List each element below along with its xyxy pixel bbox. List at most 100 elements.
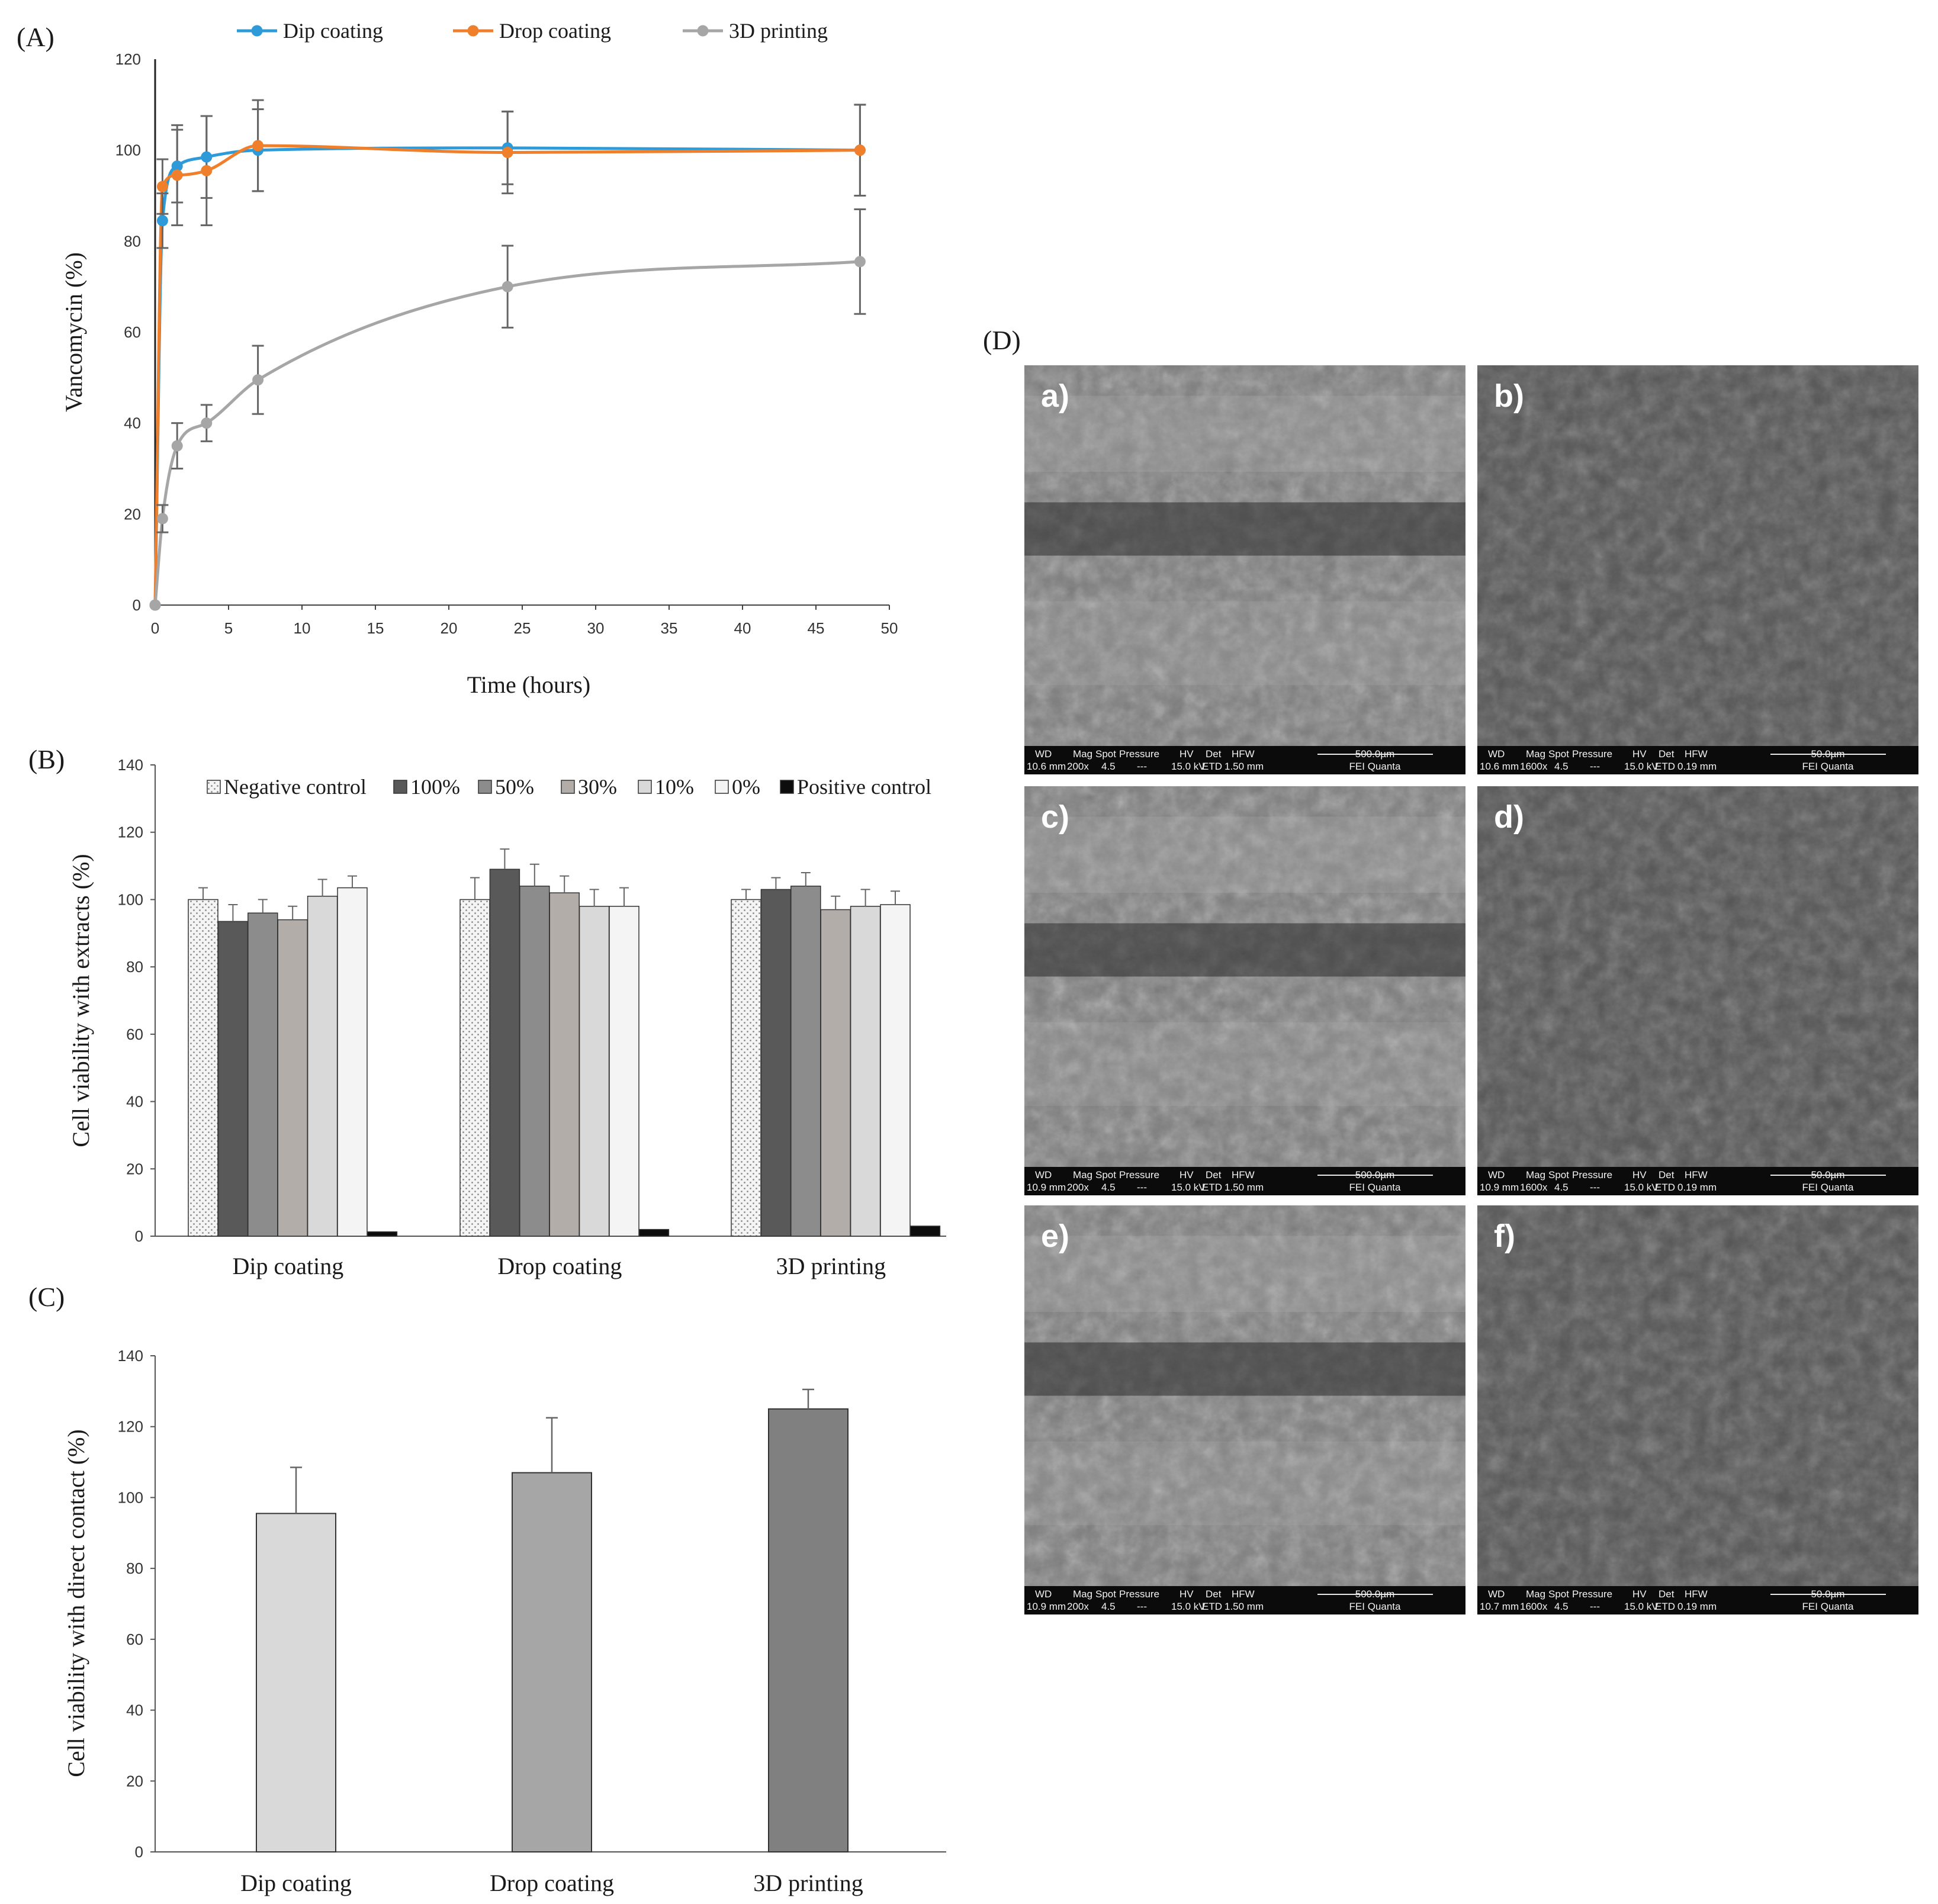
sem-scale-label: 500.0µm <box>1355 1169 1395 1181</box>
sem-info-header-hfw: HFW <box>1232 748 1255 760</box>
chart-a-point-1 <box>252 140 264 152</box>
sem-info-header-hv: HV <box>1632 1588 1647 1600</box>
chart-b-bar-2 <box>790 885 821 1237</box>
sem-photo-texture <box>1477 786 1918 1167</box>
chart-a-legend-marker <box>697 25 709 37</box>
sem-info-header-det: Det <box>1206 748 1222 760</box>
sem-info-value-pressure: --- <box>1590 1601 1600 1612</box>
chart-a-legend-label: 3D printing <box>729 19 828 43</box>
chart-a-point-2 <box>149 599 161 611</box>
sem-info-header-hfw: HFW <box>1685 748 1708 760</box>
sem-info-header-mag: Mag <box>1073 748 1092 760</box>
chart-a-y-tick: 100 <box>115 141 141 159</box>
chart-c-viability-direct: 0 20 40 60 80 100 120 140 Cell viability with di… <box>63 1347 946 1896</box>
chart-a-point-2 <box>252 374 264 386</box>
sem-info-header-pressure: Pressure <box>1572 1588 1612 1600</box>
sem-info-value-spot: 4.5 <box>1101 1182 1116 1193</box>
chart-a-x-tick: 0 <box>151 619 159 637</box>
panel-label-d: (D) <box>983 325 1021 355</box>
sem-info-header-pressure: Pressure <box>1119 1588 1159 1600</box>
chart-b-y-tick: 140 <box>118 756 143 774</box>
chart-c-category-label: Dip coating <box>240 1870 352 1896</box>
sem-info-header-spot: Spot <box>1548 748 1569 760</box>
sem-info-value-pressure: --- <box>1137 1182 1147 1193</box>
chart-a-y-tick: 40 <box>124 414 141 432</box>
chart-a-point-0 <box>171 160 183 172</box>
sem-info-header-spot: Spot <box>1095 1588 1116 1600</box>
sem-info-value-wd: 10.9 mm <box>1480 1182 1519 1193</box>
chart-b-y-label: Cell viability with extracts (%) <box>68 854 94 1147</box>
sem-image-f: f) WD Mag Spot Pressure HV Det HFW 10.7 mm 1600x 4… <box>1477 1205 1918 1614</box>
chart-b-legend-label: Positive control <box>797 775 931 799</box>
chart-b-bar-4 <box>578 906 610 1237</box>
sem-info-value-det: ETD <box>1202 761 1222 772</box>
sem-image-letter: b) <box>1494 378 1524 414</box>
sem-photo-texture <box>1477 1205 1918 1586</box>
chart-c-y-tick: 120 <box>118 1418 143 1436</box>
sem-info-value-hfw: 1.50 mm <box>1224 1182 1264 1193</box>
sem-info-value-hfw: 0.19 mm <box>1677 1182 1717 1193</box>
chart-a-legend-marker <box>467 25 479 37</box>
sem-image-c: c) WD Mag Spot Pressure HV Det HFW 10.9 mm 200x 4.… <box>1024 786 1465 1195</box>
chart-b-y-tick: 40 <box>126 1093 143 1111</box>
chart-b-bar-5 <box>609 906 639 1237</box>
chart-a-y-tick: 20 <box>124 505 141 523</box>
sem-brand-label: FEI Quanta <box>1802 761 1854 772</box>
sem-info-value-det: ETD <box>1655 1182 1675 1193</box>
panel-label-c: (C) <box>28 1282 65 1312</box>
sem-info-header-hv: HV <box>1632 1169 1647 1181</box>
sem-info-header-spot: Spot <box>1095 748 1116 760</box>
chart-a-release-profile: 0 20 40 60 80 100 120 0 5 10 15 20 25 30 35 40 45 50 Time … <box>60 19 898 698</box>
chart-b-bar-6 <box>367 1231 398 1237</box>
chart-b-bar-1 <box>217 921 249 1237</box>
sem-info-header-mag: Mag <box>1526 748 1545 760</box>
sem-brand-label: FEI Quanta <box>1802 1601 1854 1612</box>
chart-b-bar-0 <box>459 899 490 1237</box>
sem-info-header-hv: HV <box>1179 1588 1194 1600</box>
chart-a-x-tick: 50 <box>881 619 898 637</box>
chart-a-y-tick: 60 <box>124 323 141 341</box>
chart-c-category-label: 3D printing <box>753 1870 863 1896</box>
chart-b-bar-2 <box>248 912 278 1237</box>
chart-a-point-2 <box>854 256 866 268</box>
sem-info-bar <box>1024 1586 1465 1614</box>
chart-a-x-tick: 10 <box>294 619 311 637</box>
sem-info-header-det: Det <box>1659 1169 1675 1181</box>
sem-scale-label: 50.0µm <box>1811 748 1844 760</box>
sem-info-value-pressure: --- <box>1590 1182 1600 1193</box>
chart-b-legend-label: 0% <box>732 775 760 799</box>
sem-info-bar <box>1477 746 1918 774</box>
sem-info-value-spot: 4.5 <box>1101 1601 1116 1612</box>
sem-cell-layer <box>1477 786 1918 1167</box>
chart-a-point-1 <box>854 144 866 156</box>
sem-info-value-hfw: 1.50 mm <box>1224 1601 1264 1612</box>
chart-a-point-0 <box>201 151 213 163</box>
sem-info-header-spot: Spot <box>1095 1169 1116 1181</box>
sem-info-value-det: ETD <box>1655 1601 1675 1612</box>
sem-info-value-hfw: 0.19 mm <box>1677 761 1717 772</box>
sem-info-header-pressure: Pressure <box>1572 748 1612 760</box>
sem-info-value-hfw: 0.19 mm <box>1677 1601 1717 1612</box>
sem-image-letter: a) <box>1041 378 1069 414</box>
sem-info-value-wd: 10.9 mm <box>1027 1182 1066 1193</box>
chart-b-legend-swatch <box>478 780 492 794</box>
sem-info-value-wd: 10.7 mm <box>1480 1601 1519 1612</box>
sem-image-letter: e) <box>1041 1218 1069 1254</box>
sem-info-value-hfw: 1.50 mm <box>1224 761 1264 772</box>
chart-b-y-tick: 20 <box>126 1160 143 1178</box>
sem-info-header-wd: WD <box>1488 1169 1505 1181</box>
sem-info-value-det: ETD <box>1655 761 1675 772</box>
sem-info-value-spot: 4.5 <box>1554 1601 1569 1612</box>
chart-c-y-tick: 140 <box>118 1347 143 1365</box>
chart-a-x-tick: 15 <box>367 619 384 637</box>
chart-c-bar <box>768 1408 849 1852</box>
chart-a-y-tick: 80 <box>124 232 141 250</box>
chart-a-point-2 <box>502 281 513 292</box>
sem-fibre-band <box>1024 395 1465 472</box>
chart-b-category-label: Drop coating <box>497 1253 622 1279</box>
sem-brand-label: FEI Quanta <box>1349 761 1401 772</box>
chart-b-legend-label: 50% <box>495 775 534 799</box>
chart-b-bar-1 <box>760 889 792 1237</box>
sem-info-header-mag: Mag <box>1526 1169 1545 1181</box>
chart-b-bar-4 <box>850 906 881 1237</box>
